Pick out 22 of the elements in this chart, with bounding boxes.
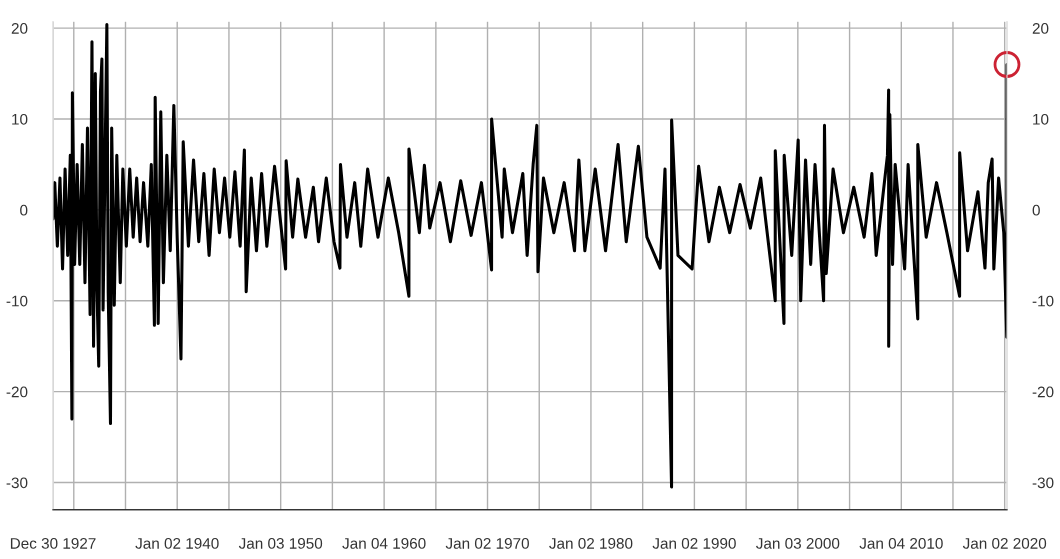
- y2-tick-label: 10: [1033, 113, 1049, 125]
- y2-tick-label: 20: [1032, 23, 1049, 34]
- y2-tick-label: -20: [1032, 386, 1054, 398]
- x-tick-label: Jan 02 1980: [549, 537, 633, 549]
- y-tick-label: -10: [6, 295, 28, 307]
- y-tick-label: -20: [6, 386, 28, 398]
- y-tick-label: 20: [11, 23, 28, 34]
- y2-tick-label: -10: [1032, 295, 1054, 307]
- x-tick-label: Jan 03 1950: [238, 537, 323, 549]
- y2-tick-label: -30: [1032, 477, 1054, 489]
- y-tick-label: -30: [6, 477, 28, 489]
- x-tick-label: Dec 30 1927: [10, 537, 96, 549]
- y-tick-label: 10: [12, 113, 28, 125]
- y2-tick-label: 0: [1032, 204, 1040, 216]
- x-tick-label: Jan 02 2020: [962, 537, 1047, 549]
- x-tick-label: Jan 02 1990: [652, 537, 736, 549]
- x-tick-label: Jan 04 1960: [342, 537, 426, 549]
- x-tick-label: Jan 03 2000: [756, 537, 840, 549]
- x-tick-label: Jan 02 1940: [135, 537, 219, 549]
- x-tick-label: Jan 02 1970: [445, 537, 529, 549]
- x-tick-label: Jan 04 2010: [859, 537, 943, 549]
- y-tick-label: 0: [20, 204, 28, 216]
